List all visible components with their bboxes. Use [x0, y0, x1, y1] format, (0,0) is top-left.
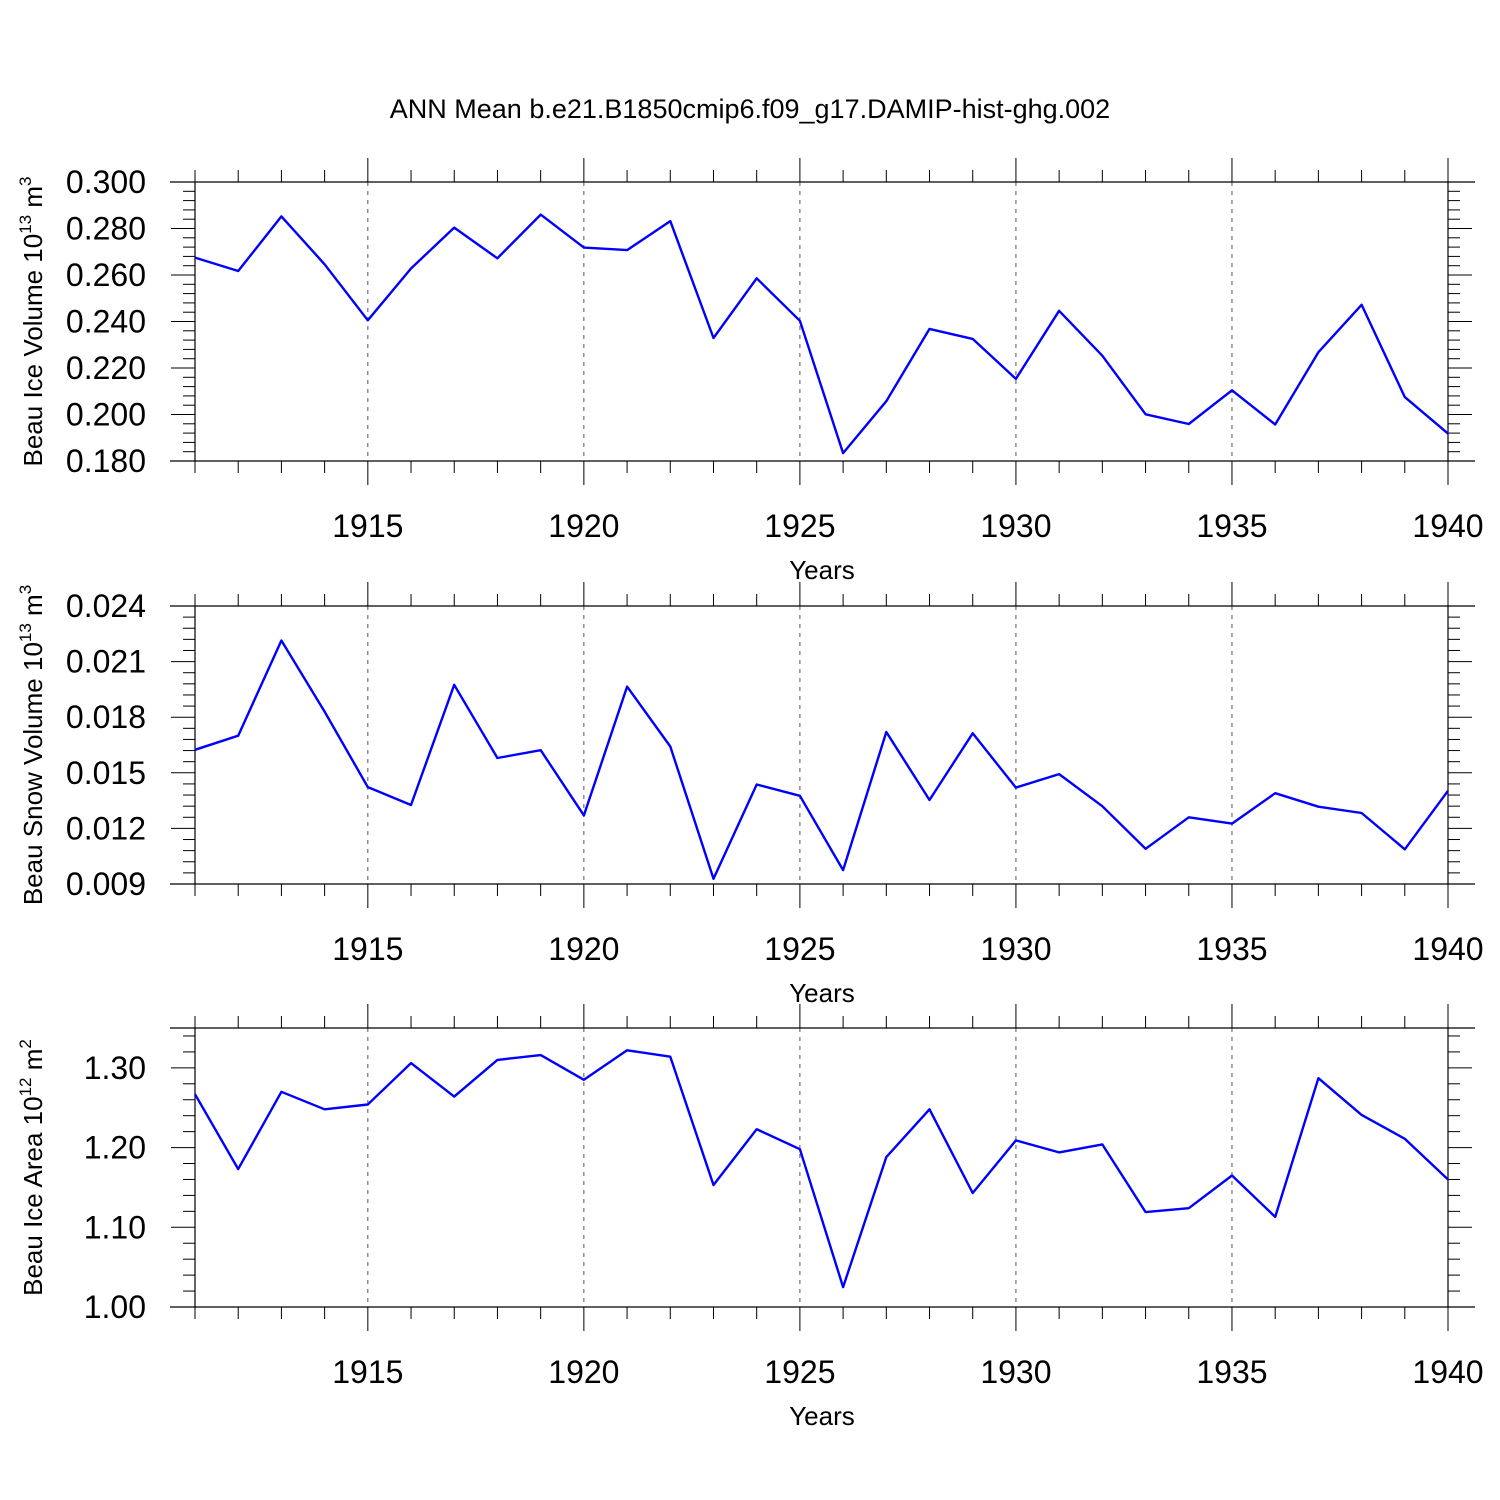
- x-axis-title: Years: [789, 978, 855, 1008]
- y-tick-label: 1.30: [84, 1050, 146, 1086]
- x-tick-label: 1930: [980, 508, 1051, 544]
- x-tick-label: 1930: [980, 931, 1051, 967]
- x-tick-label: 1930: [980, 1354, 1051, 1390]
- x-axis-title: Years: [789, 555, 855, 585]
- x-tick-label: 1935: [1196, 1354, 1267, 1390]
- y-tick-label: 0.280: [66, 211, 146, 247]
- y-tick-label: 0.021: [66, 644, 146, 680]
- x-tick-label: 1925: [764, 931, 835, 967]
- x-tick-label: 1920: [548, 508, 619, 544]
- y-tick-label: 0.015: [66, 755, 146, 791]
- x-tick-label: 1920: [548, 1354, 619, 1390]
- y-tick-label: 1.20: [84, 1130, 146, 1166]
- x-tick-label: 1915: [332, 508, 403, 544]
- x-tick-label: 1940: [1412, 1354, 1483, 1390]
- y-tick-label: 0.240: [66, 304, 146, 340]
- y-tick-label: 0.012: [66, 810, 146, 846]
- series-line: [194, 639, 1449, 880]
- x-tick-label: 1935: [1196, 931, 1267, 967]
- chart-panel-3: 1915 1920 1925 1930 1935 1940 Years 1.00 1.10 1.2…: [16, 1004, 1484, 1431]
- y-axis-title: Beau Ice Volume 1013 m3: [16, 177, 48, 467]
- y-tick-label: 0.260: [66, 257, 146, 293]
- x-tick-label: 1925: [764, 1354, 835, 1390]
- chart-panel-1: 1915 1920 1925 1930 1935 1940 Years 0.180 0.200 0…: [16, 158, 1484, 585]
- x-tick-label: 1940: [1412, 508, 1483, 544]
- chart-panel-2: 1915 1920 1925 1930 1935 1940 Years 0.009 0.012 0…: [16, 582, 1484, 1008]
- series-line: [193, 1049, 1449, 1289]
- x-axis-title: Years: [789, 1401, 855, 1431]
- x-tick-label: 1915: [332, 1354, 403, 1390]
- series-line: [194, 213, 1449, 455]
- y-tick-label: 0.220: [66, 350, 146, 386]
- y-tick-label: 1.10: [84, 1209, 146, 1245]
- y-tick-label: 1.00: [84, 1289, 146, 1325]
- y-axis-title: Beau Ice Area 1012 m2: [16, 1039, 48, 1296]
- y-tick-label: 0.200: [66, 397, 146, 433]
- x-tick-label: 1915: [332, 931, 403, 967]
- x-tick-label: 1940: [1412, 931, 1483, 967]
- y-tick-label: 0.018: [66, 699, 146, 735]
- y-axis-title: Beau Snow Volume 1013 m3: [16, 585, 48, 905]
- x-tick-label: 1935: [1196, 508, 1267, 544]
- x-tick-label: 1920: [548, 931, 619, 967]
- y-tick-label: 0.009: [66, 866, 146, 902]
- y-tick-label: 0.180: [66, 443, 146, 479]
- chart-title: ANN Mean b.e21.B1850cmip6.f09_g17.DAMIP-…: [390, 94, 1110, 124]
- y-tick-label: 0.300: [66, 164, 146, 200]
- y-tick-label: 0.024: [66, 588, 146, 624]
- x-tick-label: 1925: [764, 508, 835, 544]
